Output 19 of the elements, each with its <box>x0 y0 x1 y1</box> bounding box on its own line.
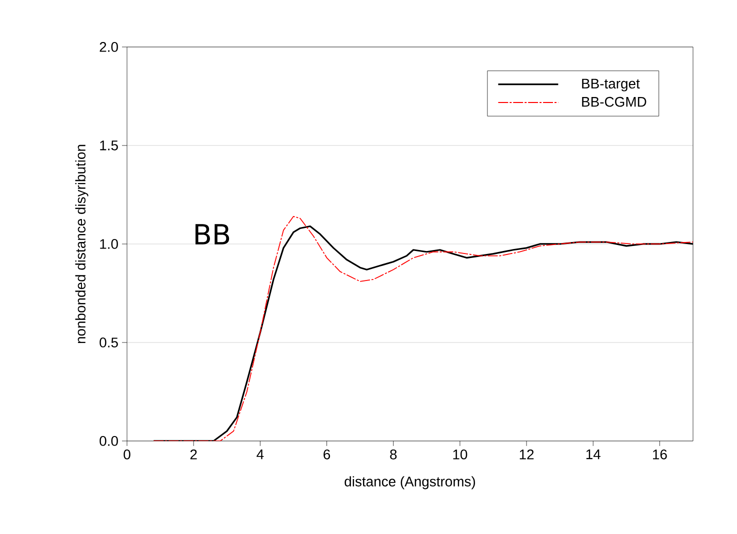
y-tick-label: 0.0 <box>100 436 118 446</box>
x-tick-label: 8 <box>390 449 397 460</box>
legend-label: BB-target <box>582 78 640 92</box>
annotation: BB <box>196 224 230 244</box>
y-axis-title: nonbonded distance disyribution <box>75 144 88 344</box>
x-tick-label: 12 <box>520 449 534 460</box>
y-tick-label: 1.5 <box>100 140 118 150</box>
legend-label: BB-CGMD <box>582 96 646 107</box>
y-tick-label: 2.0 <box>100 42 118 52</box>
y-tick-label: 0.5 <box>100 338 118 348</box>
x-axis-title: distance (Angstroms) <box>344 476 476 490</box>
x-tick-label: 0 <box>124 449 130 460</box>
x-tick-label: 2 <box>190 449 197 460</box>
x-tick-label: 10 <box>453 449 468 460</box>
y-tick-label: 1.0 <box>100 239 118 249</box>
x-tick-label: 6 <box>324 449 330 460</box>
x-tick-label: 4 <box>256 450 264 460</box>
x-tick-label: 16 <box>653 449 667 460</box>
x-tick-label: 14 <box>586 450 600 460</box>
